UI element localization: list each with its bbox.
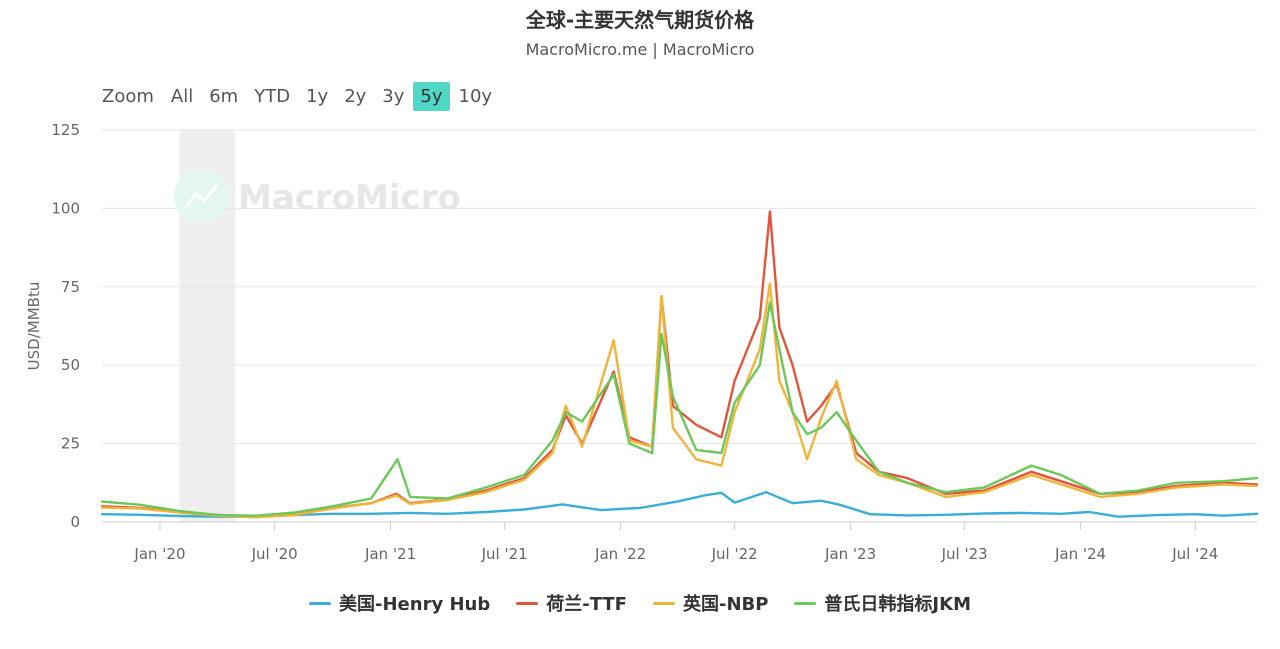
zoom-button-6m[interactable]: 6m	[202, 82, 245, 111]
legend-swatch	[516, 601, 539, 605]
y-tick-label: 0	[70, 513, 80, 531]
y-tick-label: 25	[61, 435, 80, 453]
legend-label: 荷兰-TTF	[546, 594, 627, 615]
watermark-text: MacroMicro	[238, 178, 461, 218]
legend-label: 英国-NBP	[682, 594, 769, 615]
zoom-button-3y[interactable]: 3y	[375, 82, 411, 111]
zoom-button-1y[interactable]: 1y	[299, 82, 335, 111]
y-tick-label: 125	[51, 121, 80, 139]
zoom-bar: Zoom All 6m YTD 1y 2y 3y 5y 10y	[102, 80, 501, 112]
zoom-button-5y[interactable]: 5y	[413, 81, 450, 111]
chart-title: 全球-主要天然气期货价格	[525, 8, 755, 32]
zoom-button-10y[interactable]: 10y	[452, 82, 500, 111]
zoom-button-all[interactable]: All	[164, 82, 200, 111]
x-tick-label: Jan '20	[133, 545, 185, 563]
legend-item-henry-hub[interactable]: 美国-Henry Hub	[309, 590, 490, 616]
x-tick-label: Jan '22	[594, 545, 646, 563]
zoom-label: Zoom	[102, 85, 154, 107]
y-tick-label: 100	[51, 199, 80, 217]
chart-plot: MacroMicro 0 25 50 75 100 125 Jan '20 Jul '20 J…	[25, 121, 1259, 563]
x-tick-label: Jul '24	[1171, 545, 1218, 563]
x-tick-label: Jul '21	[481, 545, 528, 563]
legend-item-nbp[interactable]: 英国-NBP	[652, 590, 769, 616]
x-tick-label: Jan '21	[364, 545, 416, 563]
legend-label: 美国-Henry Hub	[339, 594, 491, 615]
legend-swatch	[309, 601, 332, 605]
zoom-button-2y[interactable]: 2y	[337, 82, 373, 111]
chart-subtitle: MacroMicro.me | MacroMicro	[525, 40, 755, 59]
series-line-2	[100, 282, 1259, 519]
x-tick-label: Jul '23	[941, 545, 988, 563]
x-tick-label: Jul '22	[711, 545, 758, 563]
series-line-0	[100, 491, 1259, 518]
legend-swatch	[794, 601, 817, 605]
series-line-3	[100, 301, 1259, 517]
legend-swatch	[652, 601, 675, 605]
chart-line-icon	[174, 169, 228, 223]
x-tick-label: Jul '20	[251, 545, 298, 563]
y-tick-label: 75	[61, 278, 80, 296]
legend-item-ttf[interactable]: 荷兰-TTF	[516, 590, 627, 616]
y-axis-label: USD/MMBtu	[25, 282, 43, 371]
watermark: MacroMicro	[174, 169, 461, 223]
x-tick-label: Jan '23	[824, 545, 876, 563]
series-line-1	[100, 210, 1259, 518]
zoom-button-ytd[interactable]: YTD	[247, 82, 297, 111]
y-tick-label: 50	[61, 356, 80, 374]
x-tick-label: Jan '24	[1054, 545, 1106, 563]
legend-label: 普氏日韩指标JKM	[824, 594, 971, 615]
legend-item-jkm[interactable]: 普氏日韩指标JKM	[794, 590, 971, 616]
legend: 美国-Henry Hub 荷兰-TTF 英国-NBP 普氏日韩指标JKM	[0, 590, 1280, 616]
